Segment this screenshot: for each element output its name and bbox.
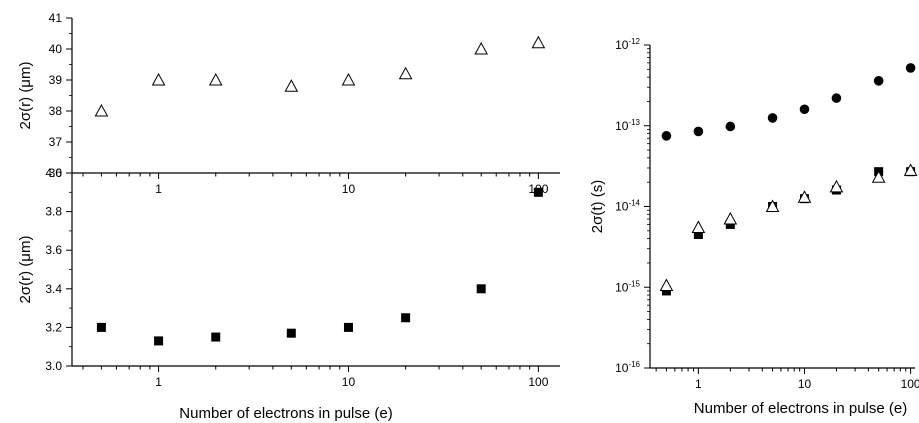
data-point-triangle	[284, 79, 299, 92]
y-tick-label: 4.0	[45, 166, 62, 180]
data-point-square	[343, 322, 353, 332]
y-tick-label: 3.2	[45, 320, 62, 334]
y-tick-label: 10-15	[615, 279, 640, 294]
data-point-circle	[905, 63, 916, 73]
y-tick-label: 10-13	[615, 118, 640, 133]
data-point-circle	[661, 131, 672, 141]
bottom-left-radius-panel: 1 10 100 3.0 3.2 3.4 3.6 3.8 4.0 2σ(r) (μm)	[17, 166, 560, 389]
x-tick-label: 10	[798, 377, 812, 391]
right-time-panel: 1 10 100 10-16 10-15 10-14 10-13 10-12 2σ(t) (s)…	[589, 37, 919, 417]
y-axis-title: 2σ(t) (s)	[589, 180, 606, 233]
data-point-triangle	[691, 220, 706, 233]
y-tick-label: 36	[49, 166, 63, 180]
y-tick-label: 37	[49, 135, 63, 149]
x-tick-label: 1	[155, 375, 162, 389]
x-tick-label: 10	[342, 375, 356, 389]
data-point-square	[533, 187, 543, 197]
data-point-triangle	[829, 179, 844, 193]
y-tick-label: 3.8	[45, 205, 62, 219]
data-point-triangle	[474, 41, 489, 55]
y-tick-label: 39	[49, 73, 63, 87]
data-point-square	[96, 322, 106, 332]
data-point-triangle	[398, 66, 413, 80]
data-point-triangle	[903, 163, 918, 176]
data-point-circle	[725, 121, 736, 132]
data-point-triangle	[531, 35, 546, 49]
y-tick-label: 3.6	[45, 243, 62, 257]
y-tick-label: 10-16	[615, 360, 640, 375]
data-point-square	[401, 313, 411, 323]
data-point-triangle	[151, 72, 166, 86]
x-tick-label: 100	[528, 375, 548, 389]
data-point-circle	[799, 104, 810, 115]
x-tick-label: 10	[342, 182, 356, 196]
data-point-square	[286, 328, 296, 338]
data-point-square	[154, 336, 164, 346]
data-point-triangle	[341, 72, 356, 86]
data-point-triangle	[797, 190, 812, 203]
data-point-circle	[873, 76, 884, 86]
x-axis-title: Number of electrons in pulse (e)	[694, 400, 907, 417]
left-x-axis-title: Number of electrons in pulse (e)	[179, 405, 392, 422]
x-tick-label: 1	[695, 377, 702, 391]
data-point-triangle	[659, 278, 674, 292]
y-axis-title: 2σ(r) (μm)	[17, 62, 34, 130]
data-point-square	[211, 332, 221, 342]
top-left-radius-panel: 1101003637383940412σ(r) (μm)	[17, 11, 560, 196]
y-tick-label: 38	[49, 104, 63, 118]
data-point-triangle	[765, 199, 780, 212]
data-point-circle	[693, 126, 704, 137]
x-tick-label: 100	[901, 377, 919, 391]
y-tick-label: 3.4	[45, 282, 62, 296]
data-point-triangle	[871, 170, 886, 183]
y-tick-label: 10-14	[615, 199, 640, 214]
y-tick-label: 10-12	[615, 37, 640, 52]
y-tick-label: 41	[49, 11, 63, 25]
x-tick-label: 1	[155, 182, 162, 196]
data-point-triangle	[208, 72, 223, 86]
data-point-circle	[767, 113, 778, 123]
data-point-triangle	[94, 103, 109, 117]
data-point-triangle	[723, 211, 738, 225]
y-tick-label: 40	[49, 42, 63, 56]
y-axis-title: 2σ(r) (μm)	[17, 236, 34, 304]
data-point-square	[476, 284, 486, 294]
y-tick-label: 3.0	[45, 359, 62, 373]
data-point-square	[693, 230, 703, 240]
data-point-circle	[831, 93, 842, 103]
